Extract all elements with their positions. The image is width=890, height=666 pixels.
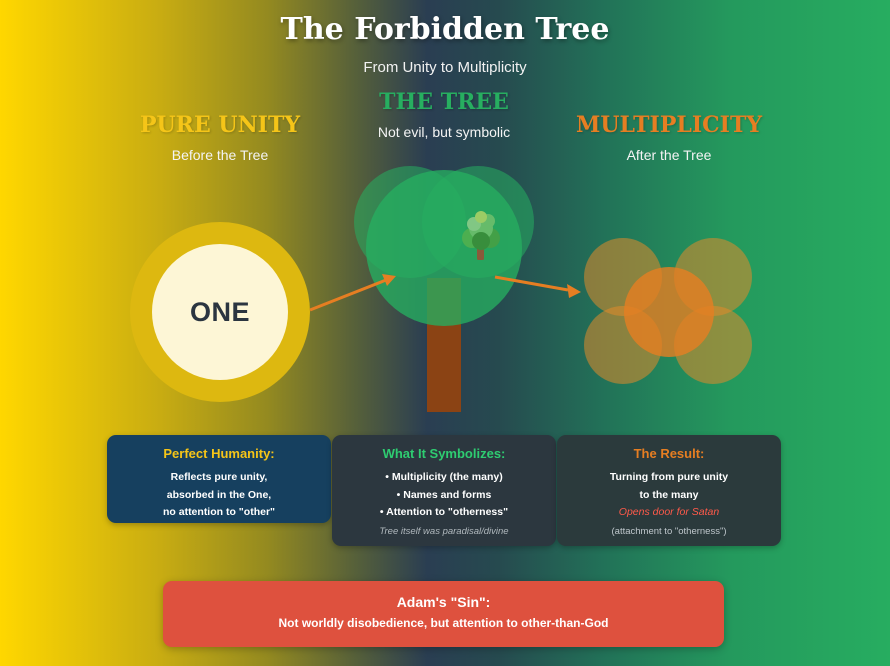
result-line: Turning from pure unity: [609, 471, 729, 483]
unity-inner-circle: ONE: [152, 244, 288, 380]
symbolizes-item: • Multiplicity (the many): [385, 471, 503, 483]
arrow-unity-to-tree-head: [382, 274, 396, 286]
symbolizes-item: • Names and forms: [396, 488, 492, 501]
multiplicity-heading: MULTIPLICITY: [575, 112, 763, 138]
tree-canopy-center: [366, 170, 522, 326]
symbolizes-heading: What It Symbolizes:: [382, 446, 506, 461]
page-subtitle: From Unity to Multiplicity: [363, 59, 527, 76]
perfect-humanity-heading: Perfect Humanity:: [163, 446, 275, 461]
result-heading: The Result:: [633, 446, 705, 461]
perfect-humanity-line: Reflects pure unity,: [170, 471, 268, 483]
adams-sin-heading: Adam's "Sin":: [396, 594, 491, 610]
unity-subheading: Before the Tree: [171, 147, 269, 163]
result-note: (attachment to "otherness"): [611, 525, 727, 537]
adams-sin-box: Adam's "Sin": Not worldly disobedience, …: [163, 581, 724, 647]
perfect-humanity-line: absorbed in the One,: [166, 488, 272, 501]
symbolizes-item: • Attention to "otherness": [379, 506, 509, 518]
multiplicity-subheading: After the Tree: [626, 147, 712, 163]
symbolizes-note: Tree itself was paradisal/divine: [379, 525, 509, 537]
result-box: The Result: Turning from pure unity to t…: [557, 435, 781, 546]
perfect-humanity-line: no attention to "other": [162, 506, 276, 518]
page-title: The Forbidden Tree: [280, 12, 610, 47]
symbolizes-box: What It Symbolizes: • Multiplicity (the …: [332, 435, 556, 546]
deciduous-tree-icon: [462, 211, 500, 260]
result-highlight: Opens door for Satan: [618, 506, 720, 518]
arrow-tree-to-multiplicity-head: [567, 284, 581, 298]
arrow-unity-to-tree: [309, 278, 387, 312]
perfect-humanity-box: Perfect Humanity: Reflects pure unity, a…: [107, 435, 331, 523]
arrow-tree-to-multiplicity: [494, 275, 569, 292]
tree-heading: THE TREE: [379, 89, 509, 115]
multiplicity-circle-center: [624, 267, 714, 357]
unity-heading: PURE UNITY: [139, 112, 301, 138]
tree-subheading: Not evil, but symbolic: [377, 124, 511, 140]
result-line: to the many: [639, 488, 699, 501]
unity-label: ONE: [189, 296, 250, 327]
adams-sin-text: Not worldly disobedience, but attention …: [278, 616, 609, 630]
